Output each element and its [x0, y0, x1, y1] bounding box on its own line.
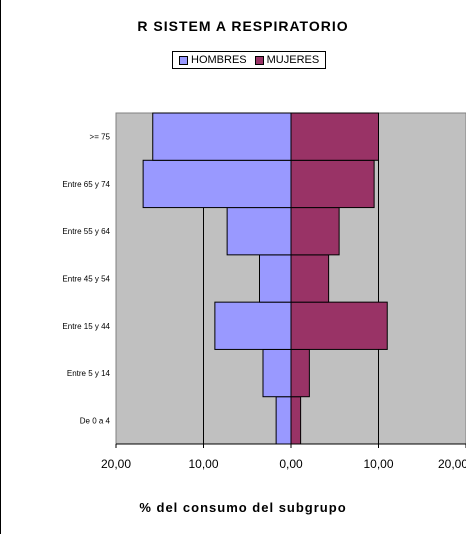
x-tick-label: 20,00 — [438, 457, 466, 471]
legend-label-hombres: HOMBRES — [191, 54, 247, 66]
bar-mujeres — [290, 348, 310, 398]
y-tick-label: Entre 15 y 44 — [62, 322, 110, 331]
x-tick-label: 10,00 — [188, 457, 218, 471]
y-tick-label: Entre 65 y 74 — [62, 180, 110, 189]
legend-swatch-mujeres — [254, 55, 264, 65]
bar-hombres — [214, 301, 292, 350]
bar-hombres — [259, 254, 292, 303]
bar-mujeres — [290, 301, 388, 350]
bar-hombres — [262, 348, 292, 398]
chart-area: R SISTEM A RESPIRATORIO HOMBRES MUJERES … — [20, 4, 466, 530]
bar-hombres — [226, 207, 292, 256]
bar-hombres — [275, 396, 292, 445]
legend-item-hombres: HOMBRES — [179, 54, 247, 66]
legend: HOMBRES MUJERES — [172, 51, 327, 69]
y-tick-label: Entre 55 y 64 — [62, 227, 110, 236]
legend-item-mujeres: MUJERES — [254, 54, 320, 66]
bar-mujeres — [290, 254, 330, 303]
y-tick-label: De 0 a 4 — [80, 416, 111, 425]
x-tick-label: 10,00 — [363, 457, 393, 471]
legend-swatch-hombres — [179, 55, 188, 65]
legend-label-mujeres: MUJERES — [266, 54, 320, 66]
bar-mujeres — [290, 396, 302, 445]
bar-mujeres — [290, 159, 375, 209]
x-axis-label: % del consumo del subgrupo — [139, 500, 347, 515]
left-frame-border — [0, 0, 1, 534]
chart-title: R SISTEM A RESPIRATORIO — [137, 18, 349, 34]
y-tick-label: Entre 5 y 14 — [67, 369, 111, 378]
bar-hombres — [152, 112, 292, 161]
bar-hombres — [142, 159, 292, 209]
pyramid-chart: De 0 a 4 Entre 5 y 14 Entre 15 y 44 Entre 4… — [62, 112, 466, 471]
x-tick-label: 0,00 — [279, 457, 303, 471]
x-tick-label: 20,00 — [101, 457, 131, 471]
bar-mujeres — [290, 112, 379, 161]
y-tick-label: Entre 45 y 54 — [62, 275, 110, 284]
bar-mujeres — [290, 207, 340, 256]
y-tick-label: >= 75 — [90, 133, 111, 142]
